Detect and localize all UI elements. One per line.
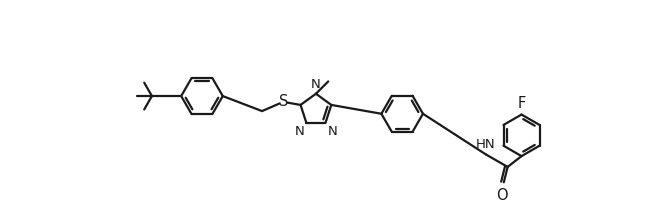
Text: N: N	[328, 125, 338, 138]
Text: O: O	[496, 188, 508, 203]
Text: N: N	[310, 78, 320, 91]
Text: F: F	[517, 96, 526, 111]
Text: N: N	[294, 125, 304, 138]
Text: HN: HN	[476, 138, 495, 151]
Text: S: S	[279, 94, 288, 109]
